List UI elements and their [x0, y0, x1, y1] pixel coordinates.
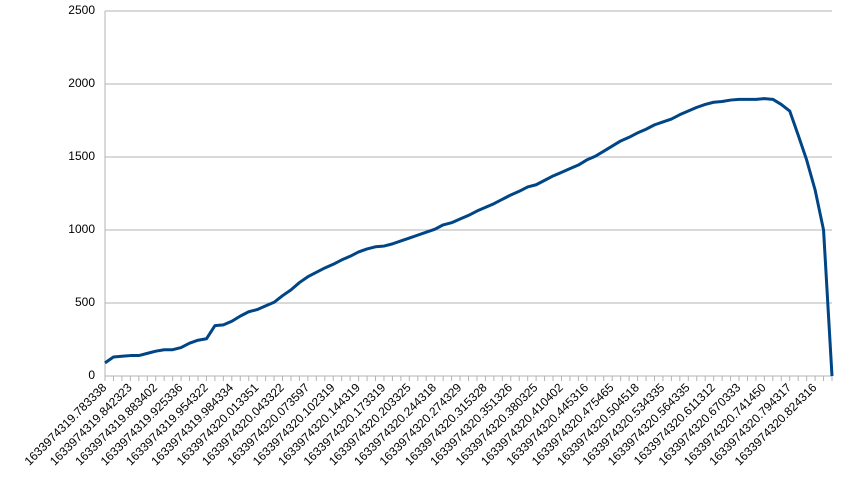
y-tick-label: 2000	[68, 76, 95, 90]
y-tick-label: 500	[75, 295, 95, 309]
y-tick-label: 1500	[68, 149, 95, 163]
y-tick-label: 1000	[68, 222, 95, 236]
y-tick-label: 2500	[68, 3, 95, 17]
line-series	[104, 97, 834, 377]
y-tick-label: 0	[88, 368, 95, 382]
